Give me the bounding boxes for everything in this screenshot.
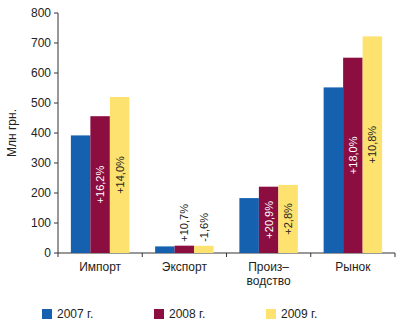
x-tick-label-line: Рынок	[335, 260, 371, 274]
bar	[239, 198, 259, 253]
y-tick-label: 0	[44, 246, 51, 260]
annotation: +18,0%	[347, 136, 359, 174]
y-tick	[54, 193, 58, 194]
annotation: +20,9%	[263, 201, 275, 239]
bar	[363, 36, 383, 253]
y-tick	[54, 223, 58, 224]
legend: 2007 г. 2008 г. 2009 г.	[42, 307, 317, 321]
legend-label: 2007 г.	[57, 307, 93, 321]
x-tick	[142, 253, 143, 257]
annotation: +10,8%	[366, 126, 378, 164]
y-tick	[54, 163, 58, 164]
y-tick	[54, 43, 58, 44]
bar	[155, 246, 175, 253]
x-tick-label: Экспорт	[162, 260, 208, 274]
x-tick-label: Произ–водство	[247, 260, 291, 288]
annotation: -1,6%	[198, 213, 210, 242]
x-tick-label-line: водство	[247, 274, 291, 288]
bar	[71, 135, 91, 253]
annotation: +14,0%	[114, 156, 126, 194]
y-tick-label: 300	[31, 156, 51, 170]
bar	[90, 116, 110, 253]
y-tick-label: 400	[31, 126, 51, 140]
y-tick-label: 500	[31, 96, 51, 110]
chart-container: Млн грн. 0 100 200 300 400 500 600 700 800 Импорт Э…	[0, 0, 400, 330]
x-tick-label: Рынок	[335, 260, 371, 274]
bar	[194, 246, 214, 253]
y-tick-label: 600	[31, 66, 51, 80]
x-tick-label-line: Экспорт	[162, 260, 208, 274]
y-tick	[54, 13, 58, 14]
legend-swatch	[266, 309, 276, 319]
annotations: +16,2% +14,0% +10,7% -1,6% +20,9% +2,8% +18,0%…	[94, 126, 378, 242]
legend-swatch	[154, 309, 164, 319]
y-tick-label: 100	[31, 216, 51, 230]
x-tick	[395, 253, 396, 257]
bar	[110, 97, 130, 253]
y-tick	[54, 73, 58, 74]
y-axis-label: Млн грн.	[5, 109, 19, 157]
legend-swatch	[42, 309, 52, 319]
annotation: +10,7%	[178, 204, 190, 242]
x-tick-label-line: Произ–	[248, 260, 289, 274]
x-tick-label: Импорт	[79, 260, 121, 274]
legend-label: 2008 г.	[169, 307, 205, 321]
x-tick	[58, 253, 59, 257]
x-tick	[226, 253, 227, 257]
annotation: +2,8%	[282, 203, 294, 235]
y-tick	[54, 103, 58, 104]
bar	[259, 187, 279, 253]
annotation: +16,2%	[94, 166, 106, 204]
y-tick	[54, 133, 58, 134]
y-tick	[54, 253, 58, 254]
legend-label: 2009 г.	[281, 307, 317, 321]
bar	[324, 87, 344, 253]
bar	[278, 185, 298, 253]
bars	[71, 36, 382, 253]
y-tick-label: 700	[31, 36, 51, 50]
bar	[343, 58, 363, 253]
x-tick	[310, 253, 311, 257]
y-tick-label: 200	[31, 186, 51, 200]
y-tick-label: 800	[31, 6, 51, 20]
bar	[175, 246, 195, 253]
y-axis	[58, 13, 59, 253]
x-tick-label-line: Импорт	[79, 260, 121, 274]
chart: Млн грн. 0 100 200 300 400 500 600 700 800 Импорт Э…	[0, 0, 400, 330]
